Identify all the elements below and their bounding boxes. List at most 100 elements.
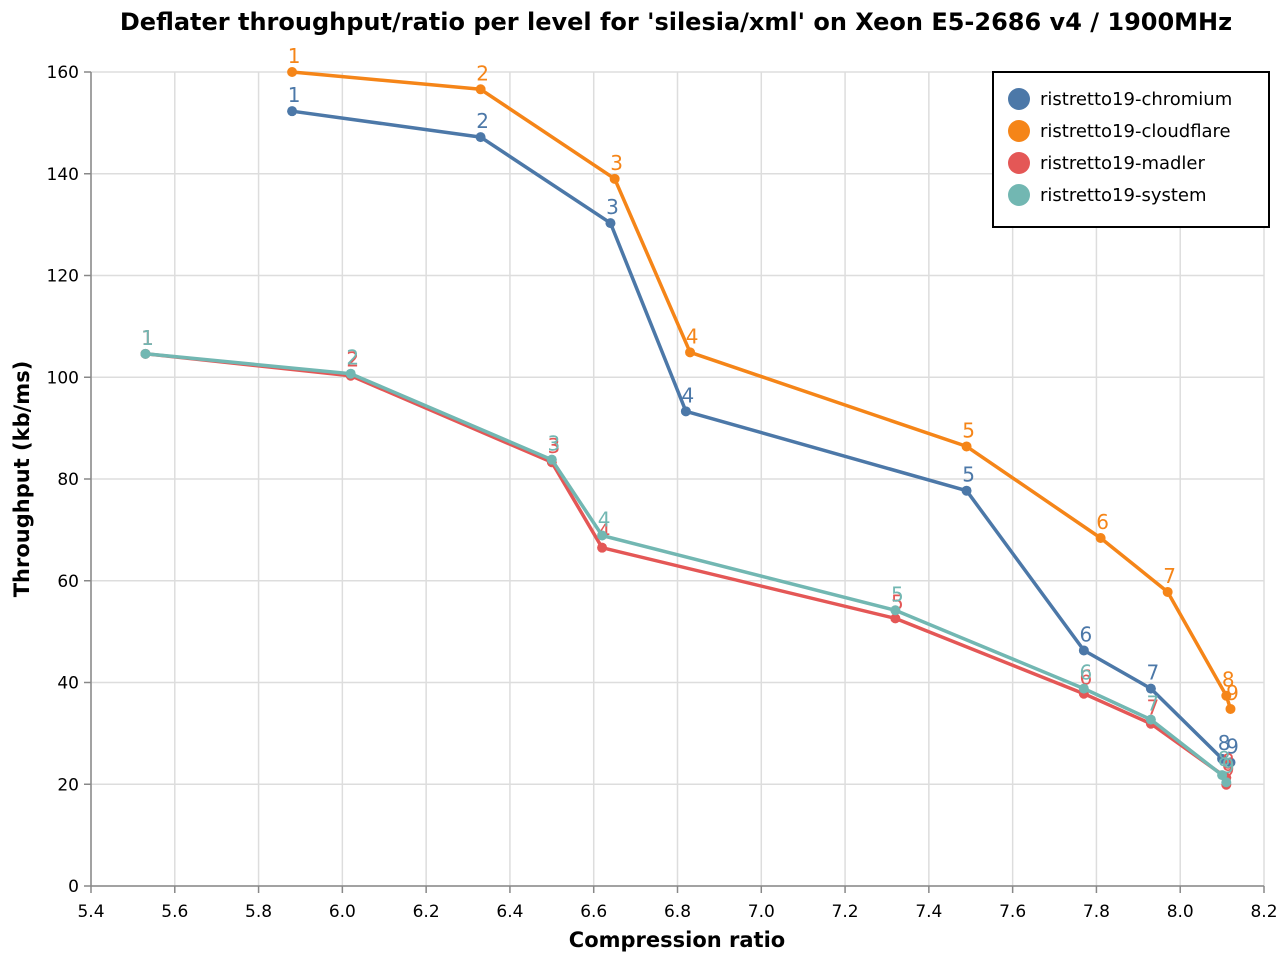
point-label: 6 [1079, 622, 1092, 646]
point-label: 4 [686, 324, 699, 348]
point-label: 8 [1222, 750, 1235, 774]
data-point [609, 173, 620, 184]
point-label: 8 [1222, 668, 1235, 692]
point-label: 8 [1218, 731, 1231, 755]
data-point [685, 347, 696, 358]
point-label: 7 [1163, 564, 1176, 588]
point-label: 1 [141, 326, 154, 350]
point-label: 2 [476, 109, 489, 133]
x-tick-label: 6.6 [580, 902, 607, 922]
x-tick-label: 5.4 [77, 902, 104, 922]
x-tick-label: 5.8 [245, 902, 272, 922]
data-point [680, 406, 691, 417]
data-point [597, 542, 608, 553]
data-point [961, 441, 972, 452]
data-point [1225, 757, 1236, 768]
legend-swatch [1008, 88, 1030, 110]
point-label: 1 [288, 44, 301, 68]
point-label: 7 [1147, 692, 1160, 716]
point-label: 6 [1096, 510, 1109, 534]
legend-label: ristretto19-system [1040, 185, 1207, 206]
data-point [1078, 645, 1089, 656]
x-tick-label: 7.8 [1083, 902, 1110, 922]
x-tick-label: 7.2 [832, 902, 859, 922]
legend: ristretto19-chromium ristretto19-cloudfla… [992, 71, 1270, 228]
point-label: 6 [1079, 661, 1092, 685]
x-tick-label: 6.8 [664, 902, 691, 922]
y-tick-label: 0 [68, 877, 79, 897]
point-label: 9 [1226, 734, 1239, 758]
data-point [345, 368, 356, 379]
point-label: 4 [682, 383, 695, 407]
point-label: 3 [610, 151, 623, 175]
data-point [1225, 703, 1236, 714]
data-point [546, 454, 557, 465]
x-tick-label: 6.0 [329, 902, 356, 922]
x-tick-label: 6.2 [413, 902, 440, 922]
point-label: 2 [346, 348, 359, 372]
x-tick-label: 7.4 [915, 902, 942, 922]
legend-swatch [1008, 152, 1030, 174]
data-point [1221, 777, 1232, 788]
data-point [1162, 586, 1173, 597]
point-label: 9 [1226, 681, 1239, 705]
data-point [605, 218, 616, 229]
point-label: 5 [962, 463, 975, 487]
x-tick-label: 8.0 [1167, 902, 1194, 922]
chart-title: Deflater throughput/ratio per level for … [120, 8, 1232, 36]
y-axis-title: Throughput (kb/ms) [10, 361, 34, 598]
x-axis-title: Compression ratio [569, 928, 785, 952]
data-point [890, 605, 901, 616]
data-point [890, 613, 901, 624]
legend-swatch [1008, 120, 1030, 142]
point-label: 4 [598, 507, 611, 531]
data-point [1221, 690, 1232, 701]
series-line [145, 352, 1229, 785]
data-point [287, 106, 298, 117]
point-label: 5 [962, 418, 975, 442]
point-label: 2 [476, 61, 489, 85]
x-tick-label: 5.6 [161, 902, 188, 922]
legend-box [992, 71, 1270, 228]
point-label: 3 [606, 195, 619, 219]
legend-label: ristretto19-madler [1040, 153, 1206, 174]
point-label: 8 [1218, 747, 1231, 771]
legend-swatch [1008, 184, 1030, 206]
data-point [475, 132, 486, 143]
y-tick-label: 60 [57, 572, 79, 592]
x-tick-label: 8.2 [1250, 902, 1277, 922]
point-label: 7 [1147, 661, 1160, 685]
y-tick-label: 120 [47, 267, 79, 287]
data-point [475, 84, 486, 95]
x-tick-label: 6.4 [496, 902, 523, 922]
axes: 5.4 5.6 5.8 6.0 6.2 6.4 6.6 6.8 7.0 7.2 7.4 7.6 7.8 8… [47, 63, 1278, 922]
point-label: 1 [288, 83, 301, 107]
data-point [1217, 753, 1228, 764]
data-point [140, 348, 151, 359]
y-tick-label: 160 [47, 63, 79, 83]
y-tick-label: 140 [47, 165, 79, 185]
y-tick-label: 20 [57, 775, 79, 795]
legend-label: ristretto19-cloudflare [1040, 121, 1231, 142]
data-point [1095, 533, 1106, 544]
y-tick-label: 40 [57, 674, 79, 694]
data-point [597, 530, 608, 541]
data-point [961, 485, 972, 496]
y-tick-label: 100 [47, 368, 79, 388]
point-label: 5 [891, 582, 904, 606]
series-layer: 123456789123456789123456789123456789 [140, 44, 1239, 790]
x-tick-label: 7.6 [999, 902, 1026, 922]
point-label: 6 [1079, 666, 1092, 690]
point-label: 7 [1147, 696, 1160, 720]
point-label: 3 [547, 434, 560, 458]
x-tick-label: 7.0 [748, 902, 775, 922]
point-label: 2 [346, 346, 359, 370]
point-label: 3 [547, 432, 560, 456]
data-point [1145, 714, 1156, 725]
data-point [1145, 683, 1156, 694]
data-point [287, 67, 298, 77]
legend-label: ristretto19-chromium [1040, 89, 1232, 110]
